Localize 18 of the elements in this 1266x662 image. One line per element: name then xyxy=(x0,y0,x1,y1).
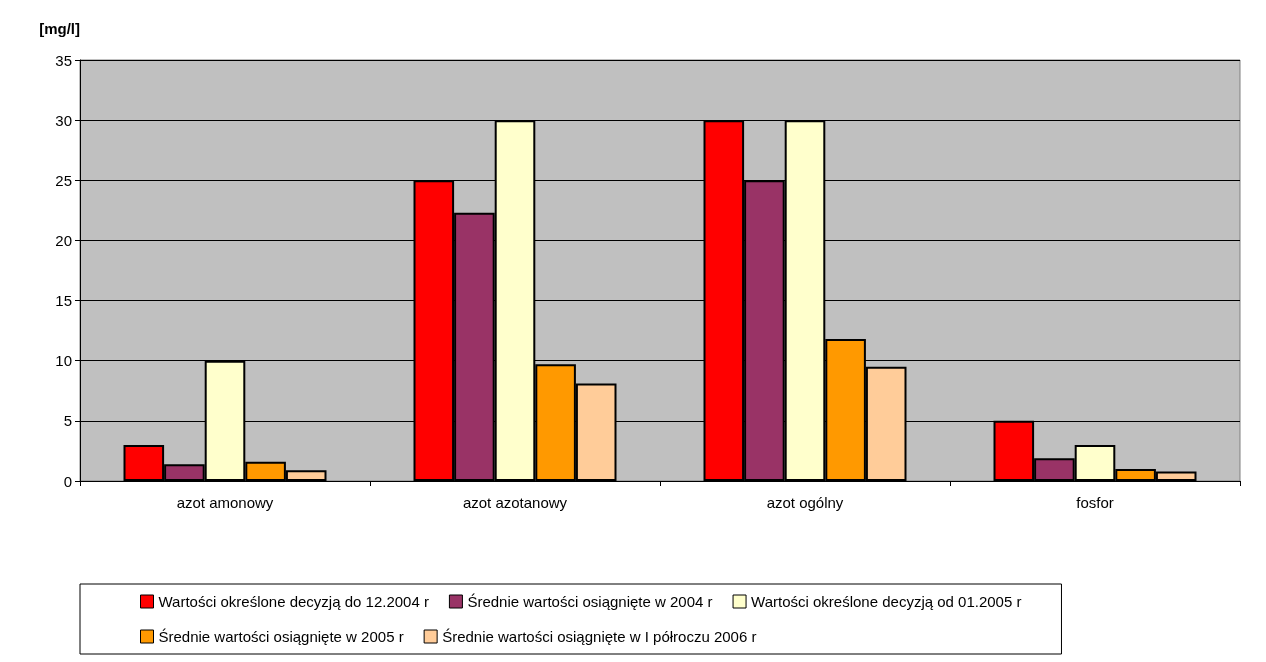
y-tick-label: 30 xyxy=(55,111,72,129)
legend-label: Średnie wartości osiągnięte w 2005 r xyxy=(158,628,404,645)
legend-label: Średnie wartości osiągnięte w I półroczu 2006 r xyxy=(442,628,757,645)
y-tick-label: 35 xyxy=(55,51,72,69)
y-tick-label: 5 xyxy=(63,412,72,430)
y-tick-label: 10 xyxy=(55,352,72,370)
y-tick-label: 20 xyxy=(55,231,72,249)
y-tick-label: 25 xyxy=(55,171,72,189)
x-tick-label: azot azotanowy xyxy=(462,494,568,511)
x-tick-label: azot amonowy xyxy=(176,494,274,511)
x-tick-label: fosfor xyxy=(1076,494,1114,511)
legend-label: Wartości określone decyzją od 01.2005 r xyxy=(751,593,1022,610)
legend-label: Wartości określone decyzją do 12.2004 r xyxy=(158,593,429,610)
y-tick-label: 15 xyxy=(55,292,72,310)
x-tick-label: azot ogólny xyxy=(766,494,844,511)
legend-label: Średnie wartości osiągnięte w 2004 r xyxy=(467,593,713,610)
y-axis-title: [mg/l] xyxy=(39,20,80,37)
y-tick-label: 0 xyxy=(63,472,72,490)
